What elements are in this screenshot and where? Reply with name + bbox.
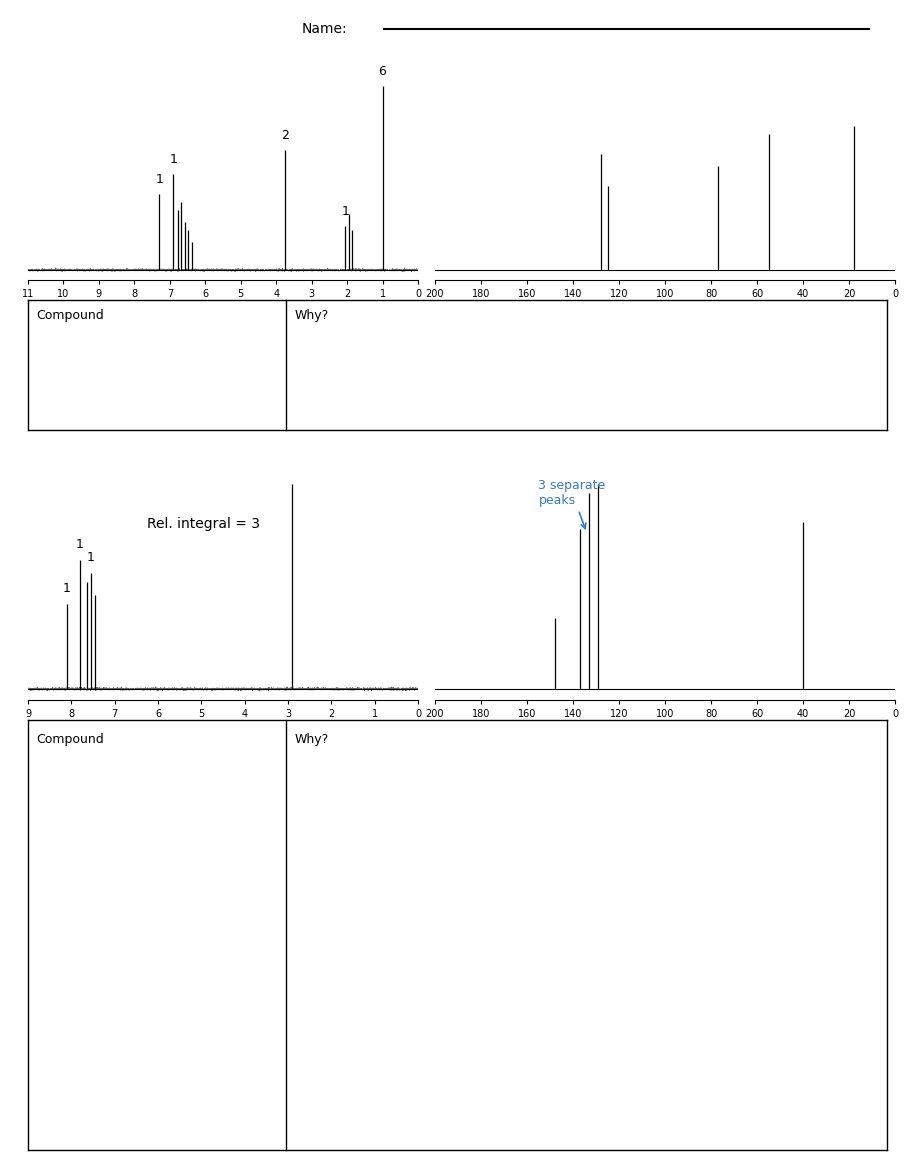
X-axis label: ppm: ppm xyxy=(652,302,677,312)
Text: HSP-03-662: HSP-03-662 xyxy=(28,346,85,356)
Text: 1: 1 xyxy=(169,153,178,166)
X-axis label: ppm: ppm xyxy=(210,722,235,731)
Text: 2: 2 xyxy=(281,129,289,142)
Text: CDS-99-389: CDS-99-389 xyxy=(435,774,493,783)
Text: 1: 1 xyxy=(87,552,95,564)
Text: Rel. integral = 3: Rel. integral = 3 xyxy=(147,516,260,530)
Text: 1: 1 xyxy=(156,173,163,186)
Text: Why?: Why? xyxy=(295,733,328,746)
Text: 1: 1 xyxy=(341,205,350,218)
X-axis label: ppm: ppm xyxy=(652,722,677,731)
Text: 3 separate
peaks: 3 separate peaks xyxy=(539,479,606,528)
Text: Compound: Compound xyxy=(37,733,104,746)
Text: CDS-95-144: CDS-95-144 xyxy=(435,346,493,356)
Text: 1: 1 xyxy=(76,537,84,550)
Text: Why?: Why? xyxy=(295,309,328,322)
Text: 6: 6 xyxy=(379,65,386,78)
Text: Name:: Name: xyxy=(302,22,348,36)
Text: HSP-40-679: HSP-40-679 xyxy=(28,774,85,783)
Text: 1: 1 xyxy=(63,582,71,595)
Text: Compound: Compound xyxy=(37,309,104,322)
X-axis label: ppm: ppm xyxy=(210,302,235,312)
